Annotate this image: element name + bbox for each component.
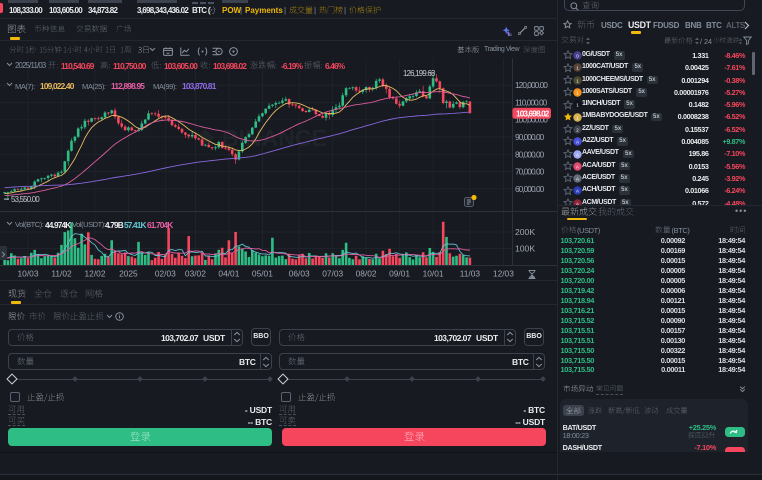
svg-text:1: 1: [576, 78, 579, 83]
svg-text:A: A: [575, 164, 578, 169]
svg-text:0: 0: [576, 53, 579, 58]
svg-text:03/02: 03/02: [185, 269, 206, 279]
svg-text:10/01: 10/01: [423, 269, 444, 279]
svg-text:12/02: 12/02: [85, 269, 106, 279]
svg-text:07/03: 07/03: [322, 269, 343, 279]
svg-text:120,000.00: 120,000.00: [515, 80, 548, 90]
svg-text:11/02: 11/02: [51, 269, 72, 279]
svg-text:04/01: 04/01: [218, 269, 239, 279]
svg-text:A: A: [575, 189, 578, 194]
svg-text:1: 1: [576, 66, 579, 71]
svg-text:08/02: 08/02: [356, 269, 377, 279]
svg-text:02/03: 02/03: [155, 269, 176, 279]
svg-text:1: 1: [576, 90, 579, 95]
svg-text:12/03: 12/03: [493, 269, 514, 279]
svg-text:2025: 2025: [119, 269, 138, 279]
svg-text:53,550.00: 53,550.00: [11, 195, 40, 204]
svg-text:A: A: [575, 201, 578, 205]
svg-text:A: A: [575, 176, 578, 181]
svg-text:126,199.63: 126,199.63: [403, 69, 435, 78]
svg-text:10/03: 10/03: [18, 269, 39, 279]
svg-text:A: A: [575, 152, 578, 157]
svg-text:103,698.02: 103,698.02: [516, 109, 550, 118]
svg-text:200K: 200K: [515, 227, 535, 237]
svg-text:110,000.00: 110,000.00: [515, 97, 548, 107]
svg-text:70,000.00: 70,000.00: [515, 167, 545, 177]
svg-text:100K: 100K: [515, 244, 535, 254]
svg-text:A: A: [575, 139, 578, 144]
svg-text:100,000.00: 100,000.00: [515, 115, 548, 125]
svg-text:1: 1: [576, 115, 579, 120]
svg-text:09/01: 09/01: [389, 269, 410, 279]
svg-text:90,000.00: 90,000.00: [515, 132, 545, 142]
svg-text:2: 2: [576, 127, 579, 132]
svg-text:1: 1: [576, 103, 579, 108]
svg-text:06/03: 06/03: [289, 269, 310, 279]
svg-text:11/03: 11/03: [460, 269, 481, 279]
svg-text:AI: AI: [508, 31, 512, 35]
svg-text:05/01: 05/01: [252, 269, 273, 279]
svg-text:80,000.00: 80,000.00: [515, 149, 545, 159]
svg-text:60,000.00: 60,000.00: [515, 184, 545, 194]
